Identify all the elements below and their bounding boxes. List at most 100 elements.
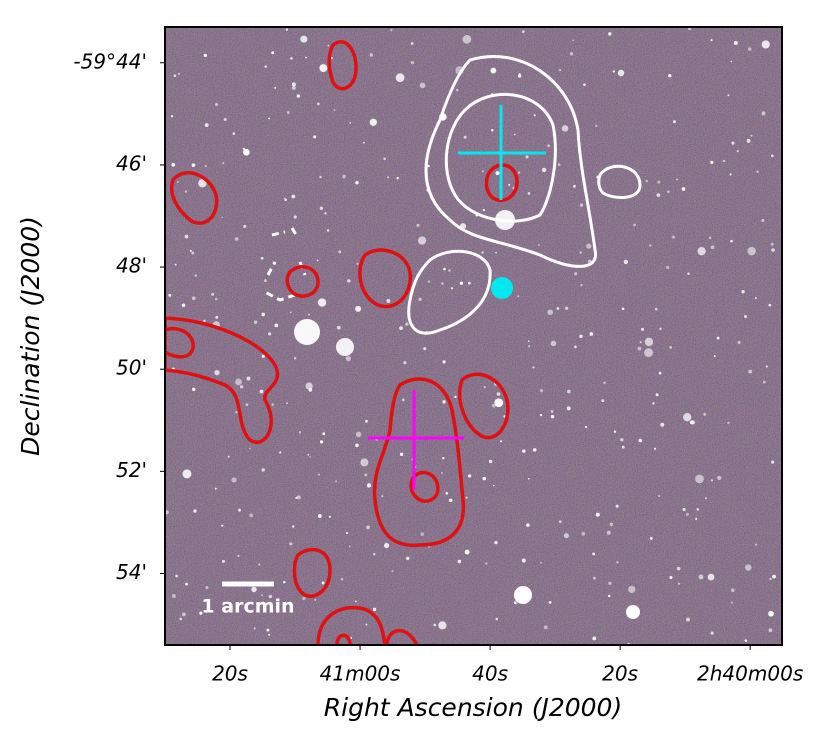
- star: [399, 326, 403, 331]
- star: [595, 124, 598, 128]
- star: [268, 594, 273, 599]
- x-tick-label: 40s: [472, 662, 508, 686]
- star: [327, 44, 330, 47]
- star: [464, 549, 470, 555]
- x-tick-label: 41m00s: [320, 662, 401, 686]
- star: [283, 197, 286, 200]
- star: [286, 111, 290, 114]
- star: [465, 496, 468, 499]
- star: [617, 69, 625, 77]
- star: [756, 170, 759, 173]
- star: [616, 561, 619, 564]
- star: [171, 162, 176, 167]
- star: [532, 366, 535, 369]
- star: [550, 410, 554, 413]
- x-tick-label: 2h40m00s: [697, 662, 803, 686]
- star: [253, 627, 256, 630]
- star: [291, 82, 296, 87]
- star: [561, 125, 569, 132]
- star: [319, 440, 324, 444]
- star: [456, 88, 459, 92]
- star: [174, 263, 177, 266]
- star: [441, 282, 444, 285]
- star: [761, 218, 765, 223]
- star: [503, 415, 506, 418]
- star: [338, 250, 342, 254]
- star: [772, 574, 776, 579]
- star: [177, 181, 179, 183]
- star: [309, 456, 311, 458]
- star: [717, 475, 722, 480]
- star: [345, 531, 349, 535]
- star: [264, 279, 267, 283]
- star: [564, 306, 569, 310]
- star: [433, 623, 437, 627]
- star: [495, 617, 499, 621]
- star: [232, 132, 236, 135]
- star: [390, 28, 393, 32]
- star: [722, 159, 726, 163]
- star: [750, 134, 753, 137]
- star: [170, 115, 174, 118]
- star: [462, 34, 472, 44]
- star: [454, 395, 457, 399]
- contour-red: [327, 40, 358, 91]
- star: [727, 94, 730, 97]
- star: [349, 122, 352, 124]
- star: [589, 332, 594, 336]
- star: [420, 532, 424, 536]
- star: [727, 421, 730, 425]
- star: [214, 369, 220, 376]
- star: [644, 348, 653, 357]
- star: [391, 570, 394, 573]
- star: [638, 438, 643, 443]
- star: [405, 322, 409, 326]
- sky-noise: [165, 27, 782, 645]
- star: [527, 477, 530, 480]
- bright-star: [626, 605, 640, 619]
- y-axis-label: Declination (J2000): [16, 216, 45, 456]
- star: [645, 179, 648, 183]
- star: [204, 123, 209, 127]
- star: [203, 319, 206, 323]
- star: [369, 118, 377, 126]
- star: [336, 325, 341, 330]
- star: [687, 272, 690, 275]
- star: [348, 545, 351, 548]
- star: [633, 223, 636, 227]
- scale-bar-label: 1 arcmin: [201, 596, 294, 618]
- star: [442, 456, 445, 460]
- star: [652, 402, 655, 405]
- contour-red: [409, 470, 440, 503]
- star: [566, 406, 571, 411]
- star: [243, 224, 247, 228]
- star: [293, 215, 297, 219]
- contour-red: [165, 327, 195, 359]
- star: [685, 512, 689, 516]
- star: [296, 495, 301, 500]
- star: [246, 376, 251, 381]
- star: [271, 51, 275, 55]
- star: [541, 167, 547, 173]
- star: [710, 631, 714, 635]
- star: [746, 138, 751, 143]
- star: [222, 602, 225, 606]
- star: [214, 487, 217, 490]
- star: [271, 403, 274, 406]
- star: [557, 163, 561, 167]
- contour-red: [165, 316, 280, 444]
- star: [656, 193, 661, 197]
- star: [762, 380, 766, 384]
- star: [215, 297, 218, 301]
- star: [682, 507, 686, 512]
- star: [540, 561, 542, 564]
- star: [289, 311, 292, 314]
- bright-star: [336, 338, 354, 356]
- star: [199, 611, 203, 615]
- star: [321, 581, 325, 585]
- star: [291, 194, 296, 199]
- star: [491, 128, 494, 132]
- star: [730, 239, 733, 243]
- star: [318, 473, 320, 476]
